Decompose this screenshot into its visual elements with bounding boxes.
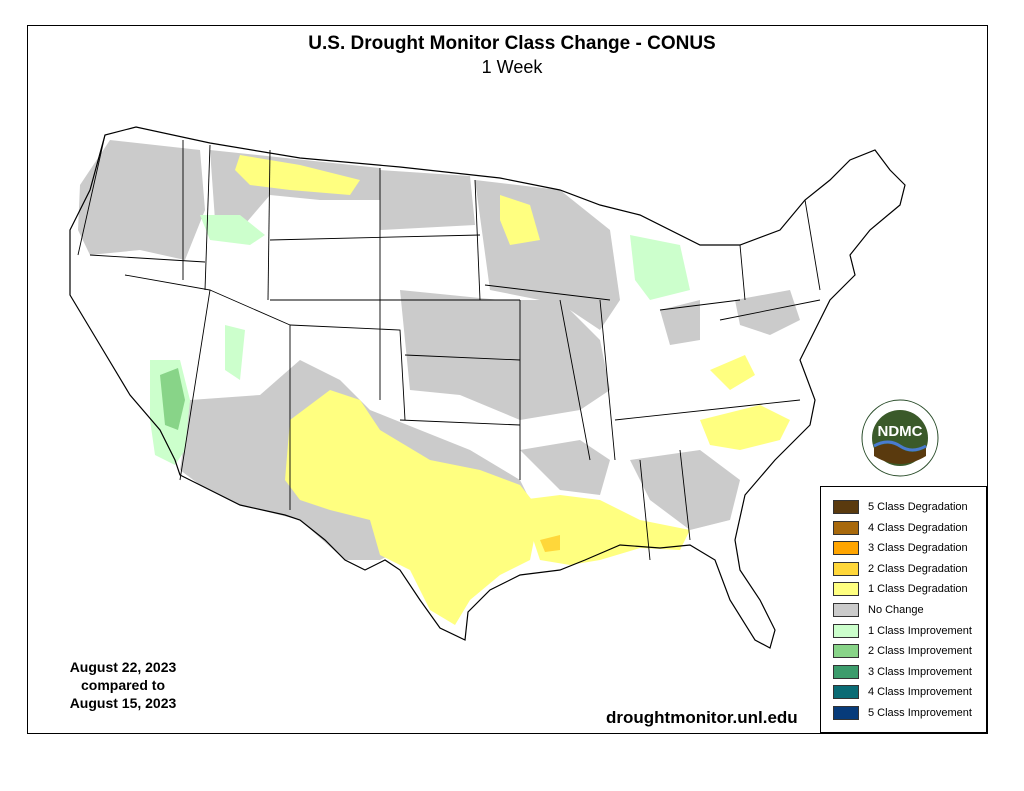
legend-label: 5 Class Improvement [868, 707, 972, 719]
legend-swatch [833, 664, 859, 679]
legend-item: 4 Class Degradation [833, 520, 968, 536]
legend-label: No Change [868, 604, 924, 616]
state-border [739, 244, 746, 301]
legend-swatch [833, 520, 859, 535]
state-border [269, 234, 481, 241]
map-subtitle: 1 Week [481, 57, 543, 77]
legend-label: 3 Class Degradation [868, 542, 968, 555]
legend-item: 3 Class Degradation [833, 540, 968, 556]
date-comparison: August 22, 2023 compared to August 15, 2… [48, 658, 198, 712]
improvement-2-california [160, 368, 185, 430]
degradation-1-carolinas [700, 405, 790, 450]
legend-item: 4 Class Improvement [833, 684, 972, 700]
state-border [484, 284, 611, 301]
legend-item: 2 Class Improvement [833, 643, 972, 659]
legend-label: 1 Class Improvement [868, 624, 972, 637]
no-change-north-dakota [380, 170, 475, 230]
state-border [614, 399, 801, 421]
legend-item: 3 Class Improvement [833, 664, 972, 680]
legend-label: 2 Class Degradation [868, 562, 968, 575]
no-change-ohio [660, 300, 700, 345]
map-title: U.S. Drought Monitor Class Change - CONU… [308, 33, 716, 54]
legend-label: 4 Class Improvement [868, 686, 972, 699]
legend-item: 1 Class Degradation [833, 581, 968, 597]
legend-swatch [833, 685, 859, 700]
state-border [399, 419, 521, 426]
improvement-1-utah [225, 325, 245, 380]
no-change-pacific-nw [78, 140, 205, 260]
previous-date: August 15, 2023 [69, 695, 177, 711]
state-border [639, 459, 651, 561]
compared-to-label: compared to [80, 677, 165, 693]
degradation-1-minnesota [500, 195, 540, 245]
legend-swatch [833, 561, 859, 576]
degradation-1-montana [235, 155, 360, 195]
state-border [77, 134, 106, 256]
source-url[interactable]: droughtmonitor.unl.edu [606, 708, 798, 727]
legend-item: No Change [833, 602, 924, 618]
state-border [599, 299, 616, 461]
legend-swatch [833, 644, 859, 659]
legend-swatch [833, 500, 859, 514]
no-change-southeast [630, 450, 740, 530]
legend-label: 2 Class Improvement [868, 645, 972, 658]
no-change-plains [400, 290, 610, 420]
degradation-1-south-central [285, 390, 540, 625]
state-border [404, 354, 521, 361]
state-border [89, 254, 206, 263]
legend-swatch [833, 603, 859, 617]
state-border [289, 324, 406, 421]
legend-item: 5 Class Improvement [833, 705, 972, 721]
state-border [719, 299, 821, 321]
ndmc-abbr: NDMC [878, 423, 923, 440]
degradation-1-kentucky [710, 355, 755, 390]
improvement-1-michigan [630, 235, 690, 300]
conus-outline [69, 126, 906, 649]
legend-swatch [833, 582, 859, 597]
state-border [659, 299, 741, 311]
legend-item: 2 Class Degradation [833, 561, 968, 577]
state-border [559, 299, 591, 461]
state-border [474, 179, 481, 301]
legend-label: 4 Class Degradation [868, 521, 968, 534]
legend-item: 1 Class Improvement [833, 623, 972, 639]
state-border [267, 149, 271, 301]
improvement-1-idaho [200, 215, 265, 245]
legend-swatch [833, 541, 859, 556]
legend-item: 5 Class Degradation [833, 499, 968, 515]
state-border [204, 144, 211, 291]
map-legend: 5 Class Degradation 4 Class Degradation 3 … [820, 486, 987, 733]
state-border [679, 449, 691, 541]
legend-label: 5 Class Degradation [868, 501, 968, 513]
degradation-2-louisiana [540, 535, 560, 552]
legend-label: 1 Class Degradation [868, 583, 968, 596]
no-change-ark-miss [520, 440, 610, 495]
no-change-pennsylvania [735, 290, 800, 335]
legend-swatch [833, 706, 859, 720]
legend-swatch [833, 623, 859, 638]
current-date: August 22, 2023 [69, 659, 177, 675]
legend-label: 3 Class Improvement [868, 665, 972, 678]
ndmc-logo: NDMC [860, 398, 940, 483]
state-border [804, 199, 821, 291]
